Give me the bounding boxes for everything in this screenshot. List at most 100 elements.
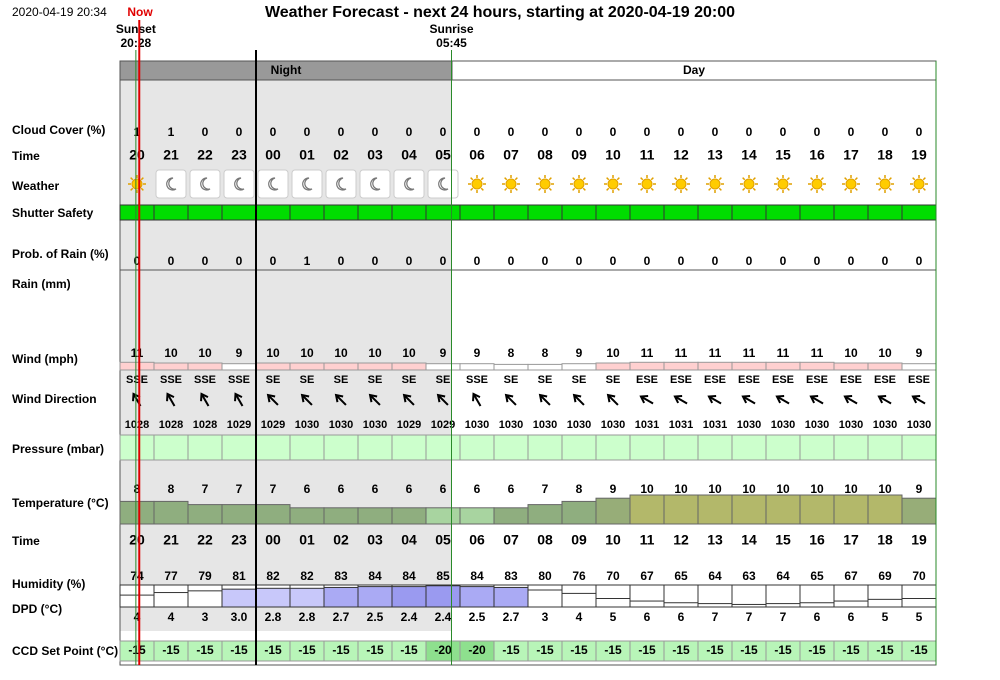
hour: 05 [435, 532, 451, 548]
sun-ray [650, 177, 654, 181]
humidity: 65 [674, 569, 688, 583]
ccd-set-point: -20 [468, 643, 486, 657]
hour: 13 [707, 532, 723, 548]
wind-direction: ESE [874, 374, 896, 386]
ccd-set-point: -15 [400, 643, 418, 657]
ccd-set-point: -20 [434, 643, 452, 657]
row-label: Shutter Safety [12, 206, 94, 220]
temperature: 6 [474, 482, 481, 496]
temperature: 10 [878, 482, 892, 496]
shutter-safe [153, 204, 189, 221]
arrow-shaft [370, 395, 381, 406]
humidity: 77 [164, 569, 178, 583]
sun-ray [548, 187, 552, 191]
arrow-head [707, 395, 717, 404]
temperature: 10 [844, 482, 858, 496]
rain-probability: 0 [780, 254, 787, 268]
temperature-bar [391, 507, 427, 525]
temperature-bar [663, 494, 699, 525]
ccd-set-point: -15 [774, 643, 792, 657]
cloud-cover: 0 [508, 125, 515, 139]
ccd-set-point: -15 [808, 643, 826, 657]
dpd: 2.8 [265, 610, 282, 624]
wind-speed: 11 [641, 346, 654, 360]
shutter-safe [289, 204, 325, 221]
row-label: Wind Direction [12, 392, 97, 406]
sun-ray [130, 177, 134, 181]
wind-speed: 11 [743, 346, 756, 360]
shutter-safe [119, 204, 155, 221]
rain-probability: 0 [848, 254, 855, 268]
sun-ray [606, 187, 610, 191]
row-label: Wind (mph) [12, 352, 78, 366]
ccd-set-point: -15 [366, 643, 384, 657]
humidity-bar [663, 602, 699, 608]
wind-arrow [639, 395, 654, 405]
cloud-cover: 0 [270, 125, 277, 139]
sun [913, 178, 925, 190]
arrow-head [402, 393, 412, 403]
wind-bar [731, 361, 767, 371]
rain-probability: 0 [542, 254, 549, 268]
wind-direction: SE [368, 374, 383, 386]
rain-probability: 0 [576, 254, 583, 268]
sun-icon [672, 175, 690, 193]
row-label: Time [12, 534, 40, 548]
shutter-safe [663, 204, 699, 221]
moon [200, 177, 211, 191]
humidity: 84 [470, 569, 484, 583]
hour: 06 [469, 147, 485, 163]
sun-ray [616, 177, 620, 181]
sun-ray [480, 187, 484, 191]
temperature-bar [289, 507, 325, 525]
humidity: 69 [878, 569, 892, 583]
arrow-head [368, 393, 378, 403]
humidity: 79 [198, 569, 212, 583]
humidity-bar [901, 598, 937, 608]
rain-probability: 0 [134, 254, 141, 268]
pressure: 1030 [839, 419, 863, 431]
wind-direction: SSE [160, 374, 182, 386]
wind-arrow [538, 393, 551, 406]
cloud-cover: 1 [134, 125, 141, 139]
ccd-set-point: -15 [876, 643, 894, 657]
temperature-bar [459, 507, 495, 525]
temperature: 6 [440, 482, 447, 496]
sun-ray [878, 177, 882, 181]
sun-ray [854, 177, 858, 181]
hour: 23 [231, 147, 247, 163]
temperature: 9 [610, 482, 617, 496]
humidity: 63 [742, 569, 756, 583]
temperature: 8 [576, 482, 583, 496]
temperature: 7 [236, 482, 243, 496]
pressure: 1031 [635, 419, 659, 431]
humidity: 65 [810, 569, 824, 583]
arrow-head [132, 392, 141, 402]
sun [471, 178, 483, 190]
arrow-shaft [506, 395, 517, 406]
sun-ray [708, 187, 712, 191]
wind-speed: 11 [777, 346, 790, 360]
moon-cell [189, 169, 221, 199]
arrow-head [775, 395, 785, 404]
sun-icon [910, 175, 928, 193]
temperature-bar [765, 494, 801, 525]
rain-probability: 0 [406, 254, 413, 268]
shutter-safe [425, 204, 461, 221]
pressure: 1030 [567, 419, 591, 431]
moon-cell [325, 169, 357, 199]
arrow-shaft [574, 395, 585, 406]
temperature-bar [323, 507, 359, 525]
humidity-bar [765, 603, 801, 608]
hour: 09 [571, 147, 587, 163]
pressure-cell [799, 434, 835, 461]
wind-direction: ESE [806, 374, 828, 386]
temperature-bar [697, 494, 733, 525]
wind-bar [153, 362, 189, 371]
sun [811, 178, 823, 190]
humidity: 67 [640, 569, 654, 583]
hour: 22 [197, 147, 213, 163]
rain-probability: 0 [678, 254, 685, 268]
hour: 14 [741, 147, 757, 163]
dpd: 6 [678, 610, 685, 624]
